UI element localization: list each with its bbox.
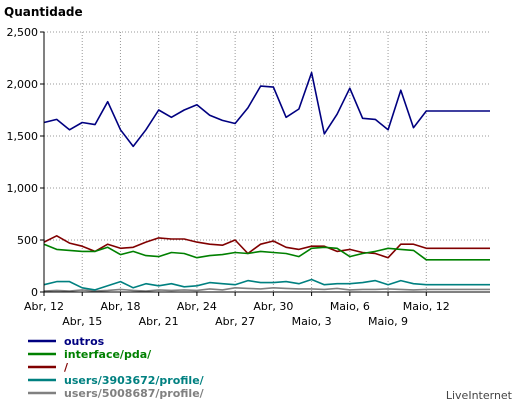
legend-label-interface-pda[interactable]: interface/pda/	[64, 348, 152, 361]
plot-area	[44, 32, 490, 292]
legend-label-root[interactable]: /	[64, 361, 69, 374]
y-axis-label: Quantidade	[4, 5, 83, 19]
y-tick-label: 2,500	[7, 26, 39, 39]
series-line-root	[43, 235, 490, 259]
x-tick-label: Maio, 9	[368, 315, 408, 328]
series-line-users-3903672-profile	[43, 278, 490, 291]
series-line-users-5008687-profile	[43, 286, 490, 292]
y-tick-label: 1,500	[7, 130, 39, 143]
series-line-outros	[43, 71, 490, 148]
x-tick-label: Abr, 21	[139, 315, 179, 328]
y-tick-label: 1,000	[7, 182, 39, 195]
legend-label-outros[interactable]: outros	[64, 335, 105, 348]
x-tick-label: Abr, 27	[215, 315, 255, 328]
x-tick-label: Abr, 30	[253, 300, 293, 313]
x-tick-label: Maio, 12	[403, 300, 450, 313]
legend-label-users-5008687-profile[interactable]: users/5008687/profile/	[64, 387, 205, 400]
legend-label-users-3903672-profile[interactable]: users/3903672/profile/	[64, 374, 205, 387]
y-tick-label: 0	[31, 286, 38, 299]
x-tick-label: Maio, 6	[330, 300, 370, 313]
y-tick-label: 2,000	[7, 78, 39, 91]
x-tick-label: Abr, 12	[24, 300, 64, 313]
grid	[44, 31, 490, 292]
x-tick-label: Abr, 15	[62, 315, 102, 328]
x-tick-label: Abr, 18	[100, 300, 140, 313]
axes: 0 500 1,000 1,500 2,000 2,500 Abr, 12 Abr, 15 Ab…	[7, 26, 490, 328]
y-tick-label: 500	[17, 234, 38, 247]
credit-label: LiveInternet	[446, 389, 513, 402]
legend[interactable]: outrosinterface/pda//users/3903672/profi…	[28, 335, 205, 400]
x-tick-label: Maio, 3	[292, 315, 332, 328]
x-tick-label: Abr, 24	[177, 300, 217, 313]
series-line-interface-pda	[43, 243, 490, 261]
series-lines	[43, 71, 490, 292]
